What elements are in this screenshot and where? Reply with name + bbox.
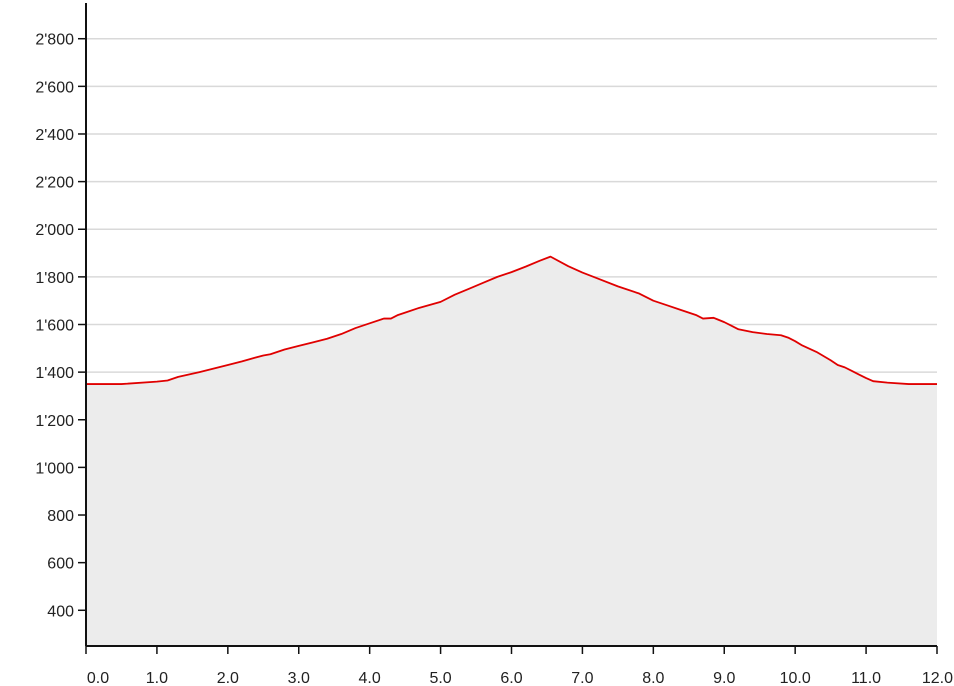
y-tick-label: 2'600 xyxy=(35,79,74,96)
y-tick-label: 1'800 xyxy=(35,270,74,287)
x-tick-label: 10.0 xyxy=(780,670,811,686)
y-tick-label: 600 xyxy=(47,556,74,573)
x-tick-label: 8.0 xyxy=(642,670,664,686)
x-tick-label: 1.0 xyxy=(146,670,168,686)
elevation-line xyxy=(86,255,937,385)
x-tick-label: 3.0 xyxy=(288,670,310,686)
y-axis-tick-labels: 400 600 800 1'000 1'200 1'400 1'600 1'800 2'000 2… xyxy=(35,32,74,621)
x-tick-label: 0.0 xyxy=(87,670,109,686)
y-tick-label: 1'400 xyxy=(35,365,74,382)
x-tick-label: 4.0 xyxy=(359,670,381,686)
y-tick-label: 2'200 xyxy=(35,175,74,192)
y-tick-label: 400 xyxy=(47,603,74,620)
x-tick-label: 6.0 xyxy=(500,670,522,686)
y-tick-label: 1'000 xyxy=(35,460,74,477)
y-tick-label: 2'400 xyxy=(35,127,74,144)
x-axis-tick-labels: 0.0 1.0 2.0 3.0 4.0 5.0 6.0 7.0 8.0 9.0 10.0 11.0 12… xyxy=(87,670,953,686)
x-tick-label: 5.0 xyxy=(429,670,451,686)
x-tick-label: 12.0 xyxy=(922,670,953,686)
x-tick-label: 11.0 xyxy=(851,670,881,686)
x-tick-label: 9.0 xyxy=(713,670,735,686)
y-tick-label: 800 xyxy=(47,508,74,525)
y-tick-label: 1'600 xyxy=(35,318,74,335)
x-tick-label: 2.0 xyxy=(217,670,239,686)
y-tick-label: 2'800 xyxy=(35,32,74,49)
y-tick-label: 2'000 xyxy=(35,222,74,239)
elevation-area-fill xyxy=(86,256,937,646)
x-tick-label: 7.0 xyxy=(571,670,593,686)
y-tick-label: 1'200 xyxy=(35,413,74,430)
axes xyxy=(78,3,938,654)
